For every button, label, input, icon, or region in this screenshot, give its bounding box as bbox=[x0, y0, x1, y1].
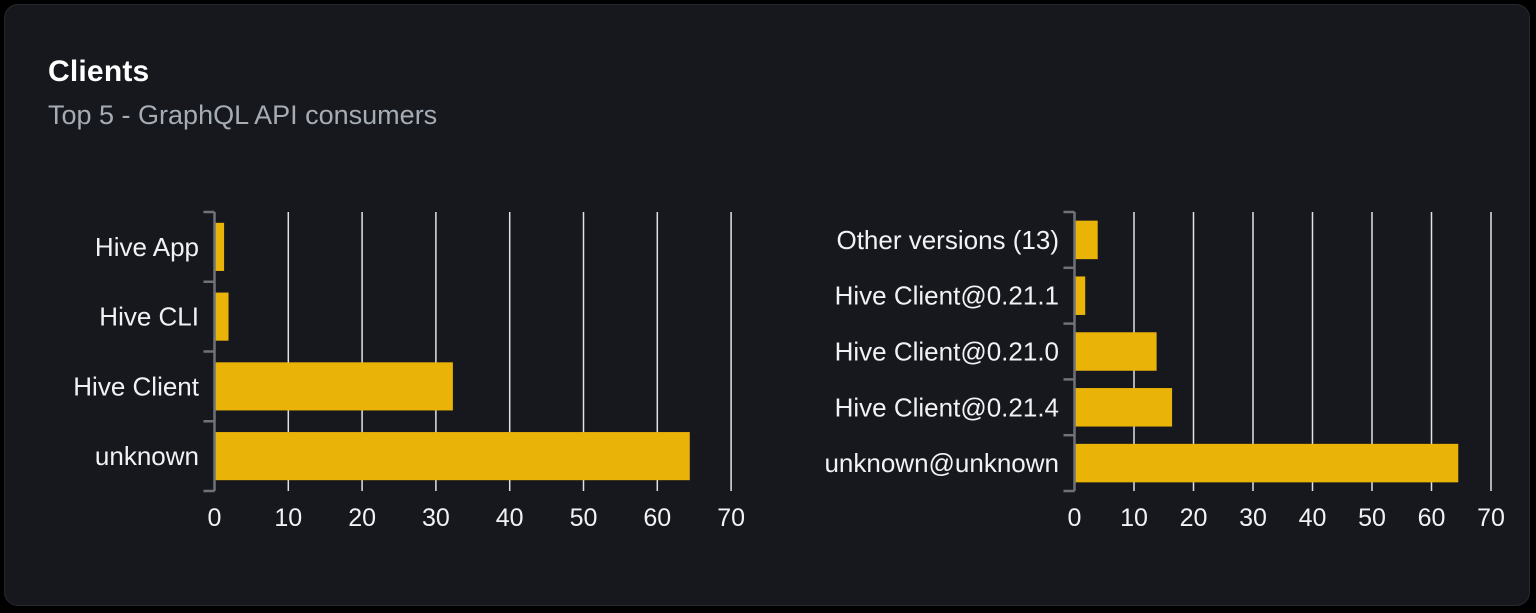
category-label: unknown bbox=[95, 441, 199, 471]
x-tick-label: 10 bbox=[274, 504, 302, 532]
x-tick-label: 50 bbox=[570, 504, 598, 532]
category-label: Hive Client@0.21.0 bbox=[835, 337, 1059, 367]
category-label: Hive Client bbox=[73, 371, 199, 401]
x-tick-label: 0 bbox=[1068, 504, 1082, 532]
bar[interactable] bbox=[1074, 276, 1086, 315]
x-tick-label: 60 bbox=[1418, 504, 1446, 532]
x-tick-label: 60 bbox=[643, 504, 671, 532]
bar[interactable] bbox=[1074, 220, 1098, 260]
bar-chart-0: Hive App Hive CLI Hive Client unknown 0 10 20 3… bbox=[73, 210, 745, 532]
bar[interactable] bbox=[214, 362, 453, 411]
category-label: Hive Client@0.21.1 bbox=[835, 281, 1059, 311]
bar[interactable] bbox=[1074, 388, 1173, 427]
x-tick-label: 70 bbox=[717, 504, 745, 532]
x-tick-label: 40 bbox=[1299, 504, 1327, 532]
category-label: Other versions (13) bbox=[836, 225, 1059, 255]
x-tick-label: 30 bbox=[1239, 504, 1267, 532]
category-label: unknown@unknown bbox=[824, 448, 1059, 478]
bar[interactable] bbox=[1074, 332, 1157, 371]
bar-chart-1: Other versions (13) Hive Client@0.21.1 Hiv… bbox=[824, 210, 1505, 532]
category-label: Hive Client@0.21.4 bbox=[835, 392, 1059, 422]
x-tick-label: 20 bbox=[1180, 504, 1208, 532]
category-label: Hive App bbox=[95, 232, 199, 262]
bar[interactable] bbox=[214, 432, 690, 481]
x-tick-label: 20 bbox=[348, 504, 376, 532]
bar[interactable] bbox=[1074, 443, 1459, 483]
x-tick-label: 0 bbox=[208, 504, 222, 532]
x-tick-label: 40 bbox=[496, 504, 524, 532]
x-tick-label: 10 bbox=[1120, 504, 1148, 532]
card-title: Clients bbox=[48, 55, 150, 88]
bar[interactable] bbox=[214, 222, 225, 271]
x-tick-label: 70 bbox=[1477, 504, 1505, 532]
x-tick-label: 50 bbox=[1358, 504, 1386, 532]
card-subtitle: Top 5 - GraphQL API consumers bbox=[48, 100, 438, 130]
clients-card: Clients Top 5 - GraphQL API consumers Hi… bbox=[4, 4, 1530, 606]
x-tick-label: 30 bbox=[422, 504, 450, 532]
bar[interactable] bbox=[214, 292, 229, 341]
category-label: Hive CLI bbox=[99, 302, 199, 332]
